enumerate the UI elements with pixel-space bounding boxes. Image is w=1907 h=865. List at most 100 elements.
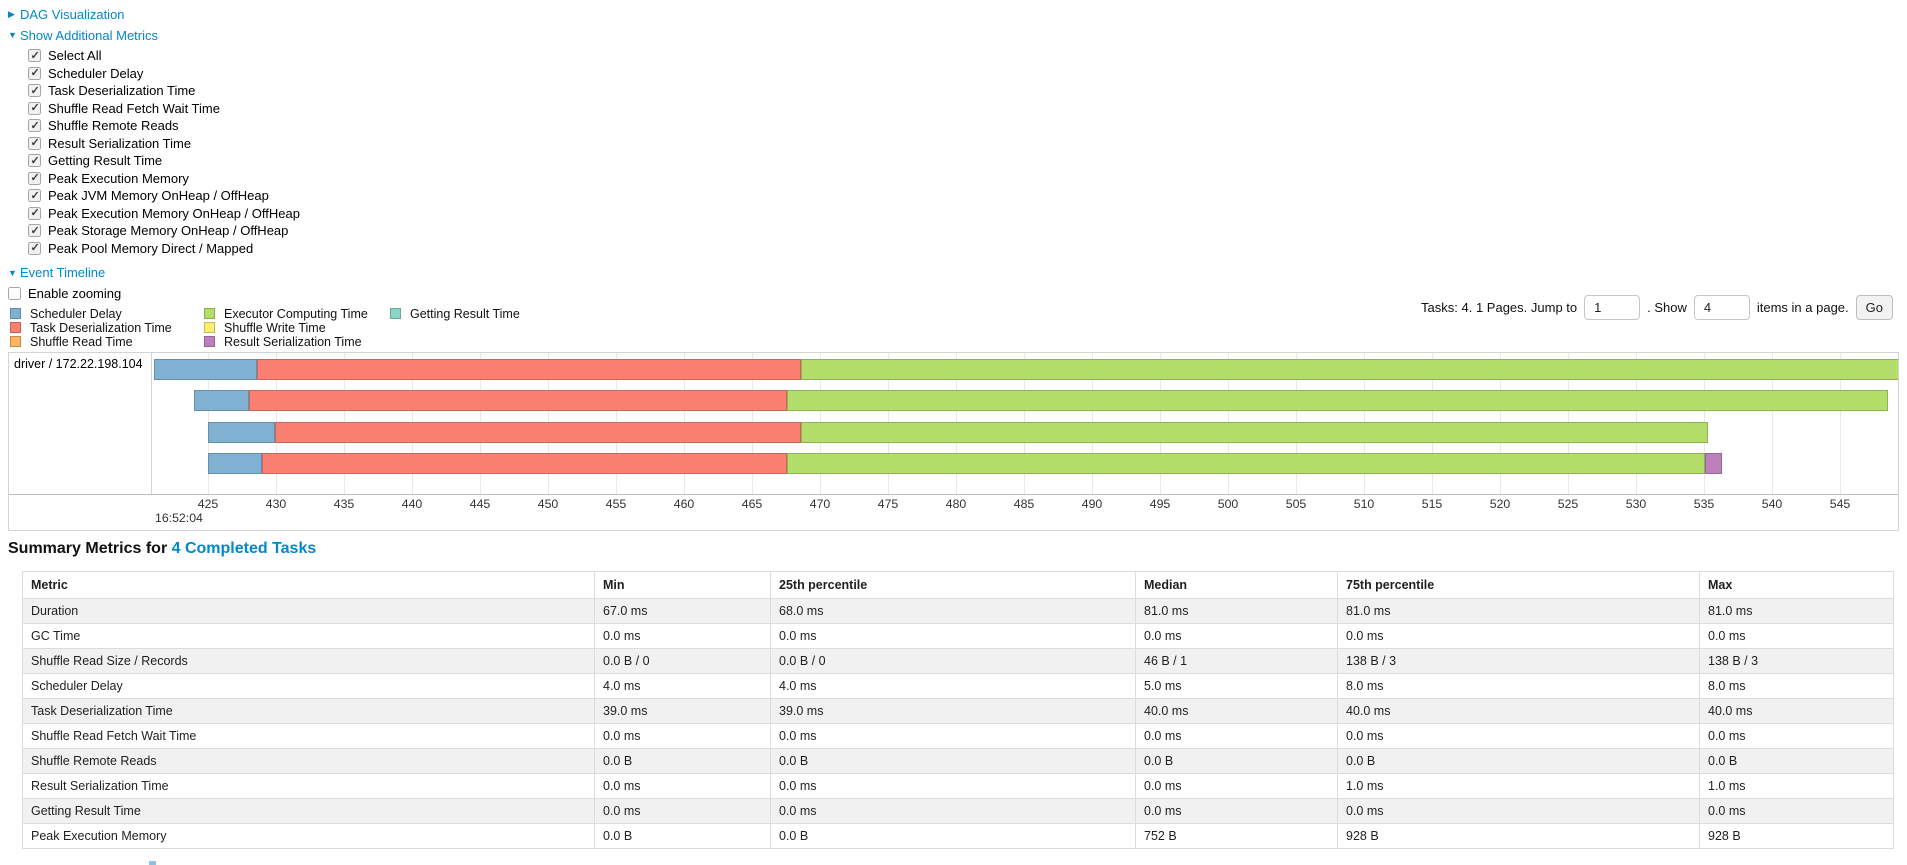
- axis-tick-label: 505: [1285, 497, 1307, 511]
- metric-checkbox-row[interactable]: Scheduler Delay: [28, 66, 300, 81]
- event-timeline-toggle[interactable]: ▼ Event Timeline: [8, 265, 300, 281]
- metric-checkbox-label: Task Deserialization Time: [48, 83, 196, 98]
- go-button[interactable]: Go: [1855, 295, 1893, 320]
- show-additional-metrics-toggle[interactable]: ▼ Show Additional Metrics: [8, 27, 300, 43]
- metric-value-cell: 0.0 B: [1699, 748, 1894, 774]
- table-row: Duration 67.0 ms 68.0 ms 81.0 ms 81.0 ms 81.0…: [22, 598, 1894, 624]
- metric-checkbox-label: Getting Result Time: [48, 153, 163, 168]
- legend-column: Scheduler Delay Task Deserialization Time…: [10, 307, 204, 350]
- timeline-segment-task_deserialization[interactable]: [248, 390, 788, 411]
- timeline-segment-task_deserialization[interactable]: [262, 453, 788, 474]
- timeline-segment-task_deserialization[interactable]: [257, 359, 801, 380]
- metric-name-cell: Scheduler Delay: [22, 673, 595, 699]
- chevron-right-icon: ▶: [8, 8, 15, 19]
- axis-tick-label: 435: [333, 497, 355, 511]
- timeline-segment-executor_computing[interactable]: [801, 359, 1898, 380]
- metric-value-cell: 0.0 ms: [1699, 723, 1894, 749]
- metric-value-cell: 0.0 ms: [770, 623, 1136, 649]
- metric-checkbox-row[interactable]: Task Deserialization Time: [28, 83, 300, 98]
- axis-tick-label: 545: [1829, 497, 1851, 511]
- timeline-segment-task_deserialization[interactable]: [274, 422, 801, 443]
- checkbox-checked-icon[interactable]: [28, 154, 41, 167]
- metric-value-cell: 0.0 ms: [1135, 723, 1338, 749]
- metric-value-cell: 138 B / 3: [1337, 648, 1700, 674]
- legend-item: Executor Computing Time: [204, 306, 390, 321]
- axis-tick-label: 440: [401, 497, 423, 511]
- metric-name-cell: Task Deserialization Time: [22, 698, 595, 724]
- timeline-segment-scheduler_delay[interactable]: [194, 390, 249, 411]
- checkbox-checked-icon[interactable]: [28, 66, 41, 80]
- metric-checkbox-row[interactable]: Select All: [28, 48, 300, 63]
- metric-value-cell: 1.0 ms: [1337, 773, 1700, 799]
- metric-checkbox-row[interactable]: Peak Execution Memory OnHeap / OffHeap: [28, 206, 300, 221]
- items-per-page-input[interactable]: [1693, 295, 1750, 320]
- metric-checkbox-row[interactable]: Peak JVM Memory OnHeap / OffHeap: [28, 188, 300, 203]
- checkbox-checked-icon[interactable]: [28, 241, 41, 255]
- axis-tick-label: 430: [265, 497, 287, 511]
- timeline-segment-executor_computing[interactable]: [787, 453, 1706, 474]
- metric-checkbox-row[interactable]: Shuffle Read Fetch Wait Time: [28, 101, 300, 116]
- timeline-segment-result_serialization[interactable]: [1705, 453, 1722, 474]
- metric-value-cell: 0.0 ms: [594, 773, 771, 799]
- legend-item-label: Result Serialization Time: [224, 334, 362, 349]
- table-row: Task Deserialization Time 39.0 ms 39.0 ms 4…: [22, 698, 1894, 724]
- metric-checkbox-label: Peak Storage Memory OnHeap / OffHeap: [48, 223, 289, 238]
- dag-visualization-toggle[interactable]: ▶ DAG Visualization: [8, 6, 300, 22]
- table-row: Shuffle Remote Reads 0.0 B 0.0 B 0.0 B 0.0 B…: [22, 748, 1894, 774]
- summary-metrics-heading: Summary Metrics for 4 Completed Tasks: [8, 540, 316, 558]
- checkbox-checked-icon[interactable]: [28, 49, 41, 62]
- metric-value-cell: 81.0 ms: [1135, 598, 1338, 624]
- metric-checkbox-label: Scheduler Delay: [48, 65, 144, 81]
- timeline-segment-executor_computing[interactable]: [787, 390, 1888, 411]
- checkbox-checked-icon[interactable]: [28, 84, 41, 97]
- metric-name-cell: Shuffle Read Fetch Wait Time: [22, 723, 595, 749]
- task_deserialization-legend-swatch: [10, 322, 21, 333]
- axis-tick-label: 480: [945, 497, 967, 511]
- metric-value-cell: 39.0 ms: [594, 698, 771, 724]
- legend-item-label: Executor Computing Time: [224, 306, 368, 321]
- metric-value-cell: 0.0 B: [1135, 748, 1338, 774]
- completed-tasks-link[interactable]: 4 Completed Tasks: [171, 540, 317, 557]
- table-row: Scheduler Delay 4.0 ms 4.0 ms 5.0 ms 8.0 ms 8…: [22, 673, 1894, 699]
- checkbox-checked-icon[interactable]: [28, 206, 41, 220]
- metric-checkbox-label: Peak Execution Memory OnHeap / OffHeap: [48, 205, 300, 221]
- checkbox-checked-icon[interactable]: [28, 224, 41, 237]
- dag-visualization-link[interactable]: DAG Visualization: [20, 6, 125, 22]
- show-additional-metrics-link[interactable]: Show Additional Metrics: [20, 27, 159, 43]
- metric-value-cell: 0.0 ms: [1135, 798, 1338, 824]
- timeline-segment-scheduler_delay[interactable]: [208, 453, 263, 474]
- table-row: GC Time 0.0 ms 0.0 ms 0.0 ms 0.0 ms 0.0 ms: [22, 623, 1894, 649]
- checkbox-checked-icon[interactable]: [28, 119, 41, 132]
- metric-checkbox-row[interactable]: Peak Pool Memory Direct / Mapped: [28, 241, 300, 256]
- metric-value-cell: 0.0 B / 0: [770, 648, 1136, 674]
- metric-checkbox-row[interactable]: Shuffle Remote Reads: [28, 118, 300, 133]
- checkbox-checked-icon[interactable]: [28, 171, 41, 185]
- checkbox-checked-icon[interactable]: [28, 136, 41, 150]
- metric-checkbox-row[interactable]: Getting Result Time: [28, 153, 300, 168]
- time-axis-line: [9, 494, 1898, 495]
- metric-value-cell: 0.0 ms: [594, 723, 771, 749]
- metric-checkbox-row[interactable]: Result Serialization Time: [28, 136, 300, 151]
- metric-checkbox-row[interactable]: Peak Storage Memory OnHeap / OffHeap: [28, 223, 300, 238]
- axis-tick-label: 460: [673, 497, 695, 511]
- checkbox-checked-icon[interactable]: [28, 189, 41, 202]
- checkbox-checked-icon[interactable]: [28, 101, 41, 115]
- metric-value-cell: 0.0 ms: [594, 623, 771, 649]
- legend-item-label: Shuffle Read Time: [30, 334, 133, 349]
- column-header: 25th percentile: [770, 571, 1136, 599]
- metric-value-cell: 68.0 ms: [770, 598, 1136, 624]
- metric-value-cell: 67.0 ms: [594, 598, 771, 624]
- enable-zooming-checkbox-row[interactable]: Enable zooming: [8, 286, 300, 301]
- timeline-group-column: driver / 172.22.198.104: [9, 353, 152, 494]
- axis-tick-label: 510: [1353, 497, 1375, 511]
- metric-name-cell: Shuffle Remote Reads: [22, 748, 595, 774]
- event-timeline-link[interactable]: Event Timeline: [20, 265, 106, 280]
- checkbox-unchecked-icon[interactable]: [8, 286, 21, 300]
- timeline-segment-executor_computing[interactable]: [801, 422, 1709, 443]
- metric-checkbox-row[interactable]: Peak Execution Memory: [28, 171, 300, 186]
- timeline-segment-scheduler_delay[interactable]: [153, 359, 257, 380]
- jump-to-page-input[interactable]: [1584, 295, 1641, 320]
- result_serialization-legend-swatch: [204, 336, 215, 347]
- metric-checkbox-label: Shuffle Remote Reads: [48, 118, 179, 133]
- timeline-segment-scheduler_delay[interactable]: [208, 422, 275, 443]
